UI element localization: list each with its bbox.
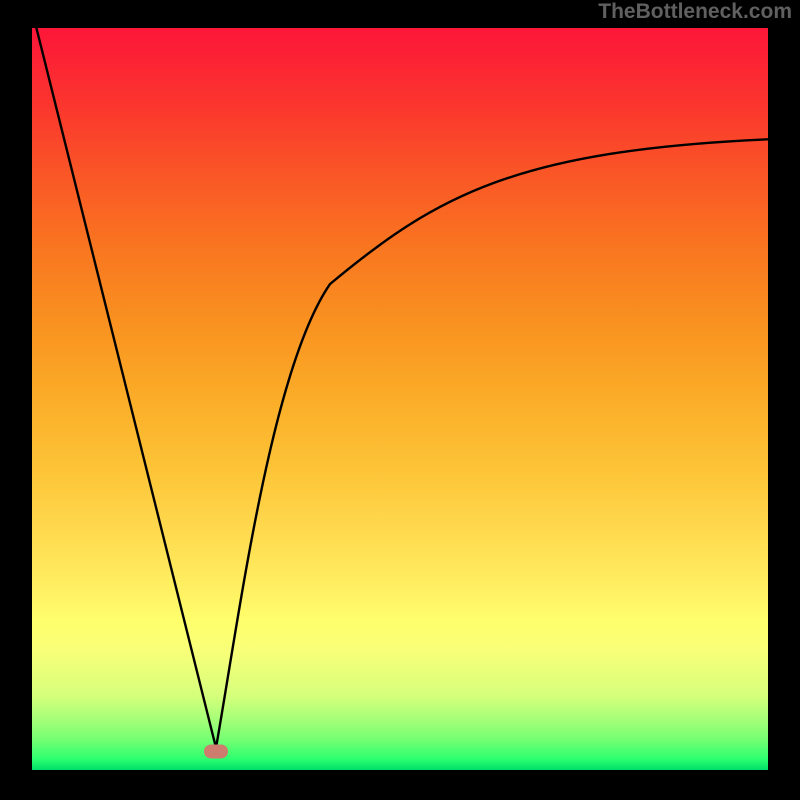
minimum-marker — [204, 744, 228, 758]
watermark-text: TheBottleneck.com — [598, 0, 792, 24]
chart-stage: TheBottleneck.com — [0, 0, 800, 800]
chart-svg — [0, 0, 800, 800]
plot-background — [32, 28, 768, 770]
